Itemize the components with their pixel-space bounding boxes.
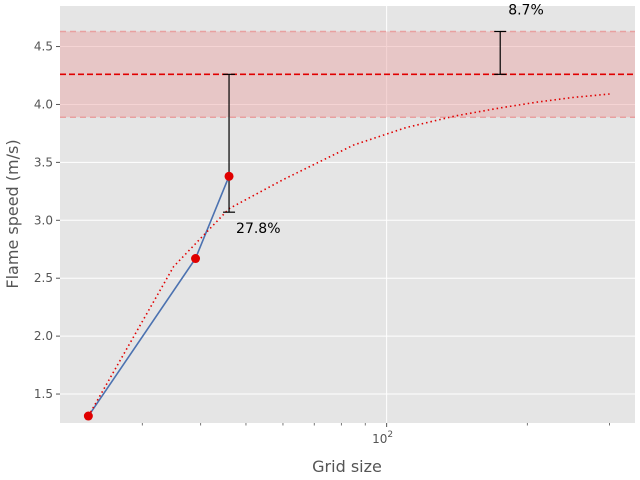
- plot-background: [60, 6, 635, 423]
- y-axis-title: Flame speed (m/s): [3, 139, 22, 288]
- error-bar-label: 27.8%: [236, 221, 280, 237]
- data-point-marker: [83, 411, 93, 421]
- grid-lines: [60, 6, 635, 423]
- markers-group: [83, 171, 234, 421]
- error-bar-label: 8.7%: [508, 2, 544, 18]
- reference-band: [60, 30, 635, 118]
- y-tick-label: 3.5: [34, 155, 53, 169]
- y-tick-label: 2.0: [34, 329, 53, 343]
- data-point-marker: [191, 254, 201, 264]
- error-bars: 27.8% 8.7%: [223, 2, 544, 237]
- y-tick-label: 2.5: [34, 271, 53, 285]
- tick-labels: 1.5 2.0 2.5 3.0 3.5 4.0 4.5 102: [34, 40, 610, 446]
- extrapolation-line: [87, 93, 610, 417]
- data-point-marker: [224, 171, 234, 181]
- y-tick-label: 4.0: [34, 97, 53, 111]
- y-tick-label: 3.0: [34, 213, 53, 227]
- x-axis-title: Grid size: [312, 457, 382, 476]
- y-tick-label: 4.5: [34, 40, 53, 54]
- x-tick-label: 102: [372, 430, 393, 446]
- y-tick-label: 1.5: [34, 387, 53, 401]
